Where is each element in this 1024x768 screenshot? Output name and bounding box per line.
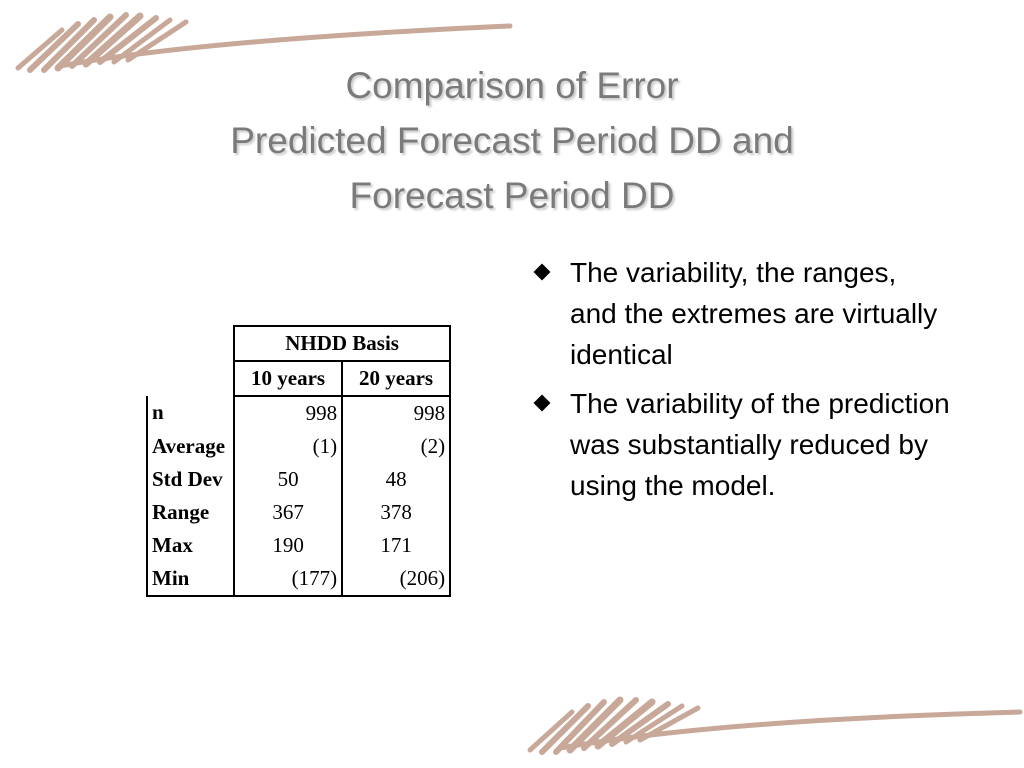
cell-10-years: 367 xyxy=(234,496,344,529)
bullet-item: The variability of the prediction was su… xyxy=(530,383,950,506)
cell-20-years: (2) xyxy=(342,430,452,463)
column-header-10-years: 10 years xyxy=(233,360,344,397)
brush-stroke-decoration-top xyxy=(15,12,513,73)
diamond-bullet-icon xyxy=(533,263,551,281)
cell-10-years: 50 xyxy=(234,463,344,496)
group-header-nhdd-basis: NHDD Basis xyxy=(233,325,452,362)
table-row: n 998 998 xyxy=(145,396,452,430)
row-label: Average xyxy=(145,430,236,463)
bullet-list: The variability, the ranges, and the ext… xyxy=(530,252,950,514)
column-header-20-years: 20 years xyxy=(341,360,452,397)
diamond-bullet-icon xyxy=(533,394,551,412)
cell-20-years: 171 xyxy=(342,529,452,562)
title-line-3: Forecast Period DD xyxy=(349,175,675,216)
cell-10-years: 190 xyxy=(234,529,344,562)
bullet-text: The variability, the ranges, and the ext… xyxy=(570,257,938,370)
error-statistics-table: NHDD Basis 10 years 20 years n 998 998 A… xyxy=(145,325,452,597)
row-label: Min xyxy=(145,562,236,597)
table-row: Max 190 171 xyxy=(145,529,452,562)
cell-10-years: (1) xyxy=(234,430,344,463)
slide-title: Comparison of Error Predicted Forecast P… xyxy=(120,58,904,223)
row-label: n xyxy=(145,396,236,430)
row-label: Max xyxy=(145,529,236,562)
cell-20-years: 48 xyxy=(342,463,452,496)
cell-20-years: 378 xyxy=(342,496,452,529)
empty-corner-cell xyxy=(147,326,234,361)
table-row: Range 367 378 xyxy=(145,496,452,529)
title-line-1: Comparison of Error xyxy=(345,65,679,106)
title-line-2: Predicted Forecast Period DD and xyxy=(230,120,794,161)
cell-10-years: (177) xyxy=(234,562,344,597)
bullet-item: The variability, the ranges, and the ext… xyxy=(530,252,950,375)
row-label: Range xyxy=(145,496,236,529)
table-row: Min (177) (206) xyxy=(145,562,452,597)
cell-20-years: 998 xyxy=(342,396,452,430)
table-row: Std Dev 50 48 xyxy=(145,463,452,496)
row-label: Std Dev xyxy=(145,463,236,496)
empty-corner-cell xyxy=(147,361,234,396)
cell-20-years: (206) xyxy=(342,562,452,597)
cell-10-years: 998 xyxy=(234,396,344,430)
table-row: Average (1) (2) xyxy=(145,430,452,463)
bullet-text: The variability of the prediction was su… xyxy=(570,388,950,501)
brush-stroke-decoration-bottom xyxy=(527,696,1023,755)
